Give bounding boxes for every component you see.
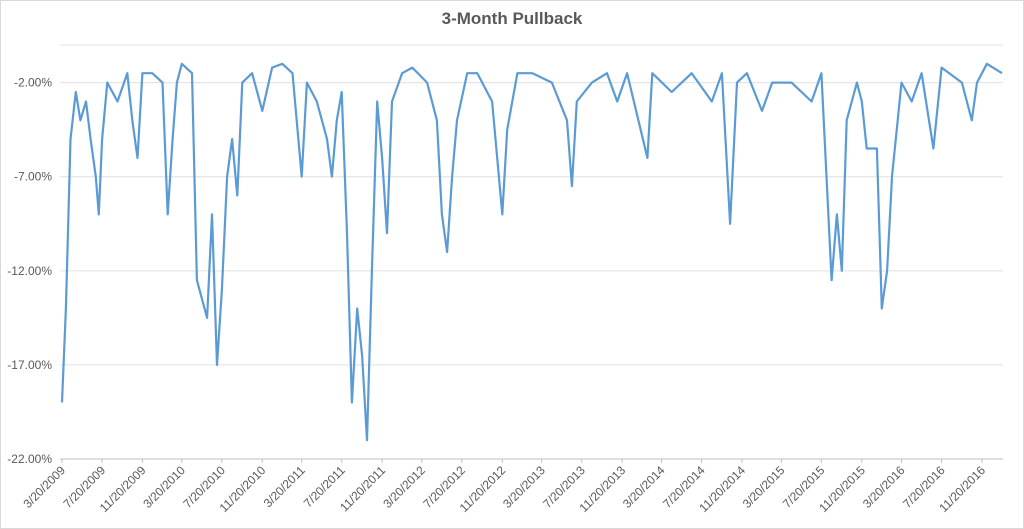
y-tick-label: -12.00% — [7, 264, 52, 278]
y-tick-label: -7.00% — [14, 170, 52, 184]
y-tick-label: -17.00% — [7, 358, 52, 372]
chart-title: 3-Month Pullback — [442, 9, 583, 28]
y-tick-label: -2.00% — [14, 76, 52, 90]
y-tick-label: -22.00% — [7, 452, 52, 466]
data-line — [60, 62, 1003, 442]
